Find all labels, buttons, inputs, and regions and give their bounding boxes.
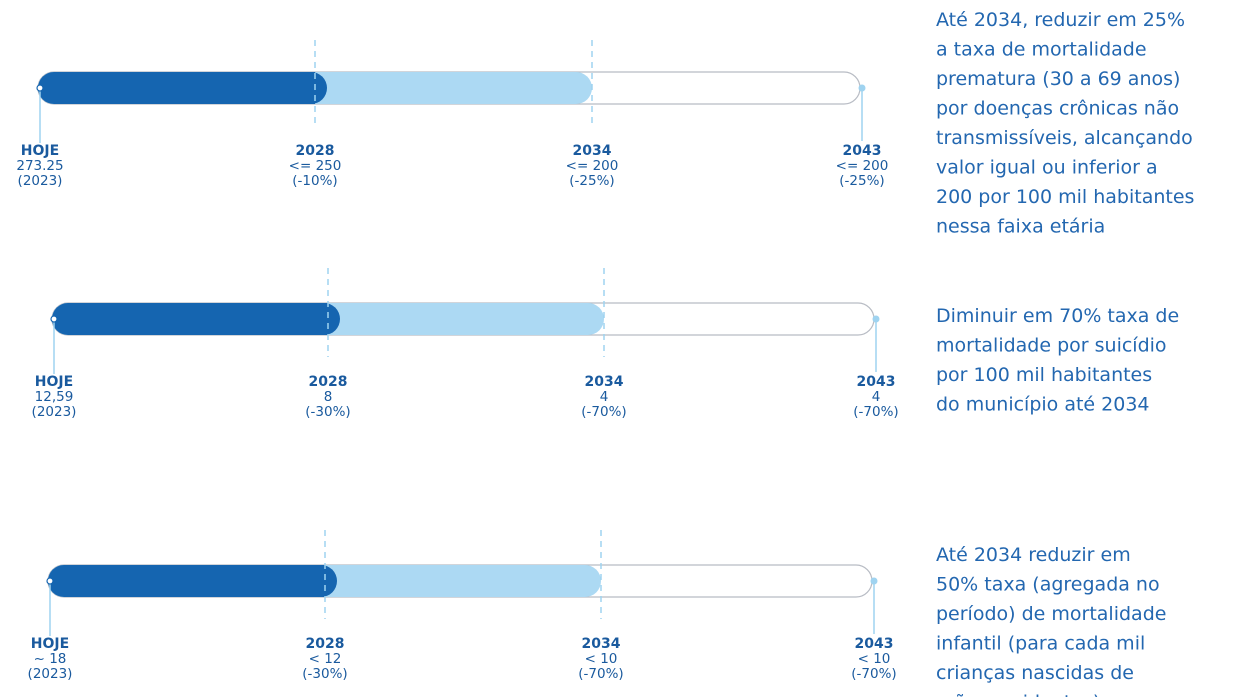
description-line: período) de mortalidade bbox=[936, 603, 1166, 625]
milestone-value: ~ 18 bbox=[34, 651, 67, 667]
description-line: nessa faixa etária bbox=[936, 216, 1105, 238]
milestone-value: 4 bbox=[872, 389, 881, 405]
milestone-note: (-30%) bbox=[305, 404, 350, 420]
milestone-value: 273.25 bbox=[16, 158, 63, 174]
milestone-value: <= 250 bbox=[289, 158, 342, 174]
milestone-label: 2028 bbox=[296, 143, 335, 159]
stem-dot bbox=[870, 577, 878, 585]
bar-dark-end bbox=[308, 303, 328, 335]
milestone-value: 8 bbox=[324, 389, 333, 405]
milestone-label: 2043 bbox=[855, 636, 894, 652]
milestone-label: 2034 bbox=[573, 143, 612, 159]
milestone-note: (2023) bbox=[32, 404, 77, 420]
milestone-label: 2034 bbox=[582, 636, 621, 652]
milestone-label: 2043 bbox=[843, 143, 882, 159]
milestone-label: 2043 bbox=[857, 374, 896, 390]
bar-dark bbox=[48, 565, 337, 597]
milestone-value: < 10 bbox=[858, 651, 891, 667]
stem-dot bbox=[872, 315, 880, 323]
description-line: por doenças crônicas não bbox=[936, 98, 1179, 120]
description-line: infantil (para cada mil bbox=[936, 633, 1145, 655]
milestone-note: (-70%) bbox=[578, 666, 623, 682]
milestone-value: <= 200 bbox=[836, 158, 889, 174]
milestone-label: 2034 bbox=[585, 374, 624, 390]
milestone-note: (-70%) bbox=[851, 666, 896, 682]
description-line: mães residentes) bbox=[936, 692, 1100, 697]
bar-dark bbox=[52, 303, 340, 335]
stem-dot bbox=[858, 84, 866, 92]
bar-dark-end bbox=[305, 565, 325, 597]
description-line: Diminuir em 70% taxa de bbox=[936, 305, 1179, 327]
milestone-note: (2023) bbox=[18, 173, 63, 189]
milestone-value: 4 bbox=[600, 389, 609, 405]
milestone-value: < 12 bbox=[309, 651, 342, 667]
stem-dot bbox=[36, 84, 44, 92]
milestone-note: (-70%) bbox=[581, 404, 626, 420]
milestone-label: 2028 bbox=[309, 374, 348, 390]
description-line: a taxa de mortalidade bbox=[936, 39, 1147, 61]
milestone-note: (2023) bbox=[28, 666, 73, 682]
milestone-label: HOJE bbox=[31, 636, 69, 652]
milestone-note: (-25%) bbox=[569, 173, 614, 189]
stem-dot bbox=[50, 315, 58, 323]
stem-dot bbox=[46, 577, 54, 585]
description-line: por 100 mil habitantes bbox=[936, 364, 1152, 386]
milestone-note: (-25%) bbox=[839, 173, 884, 189]
milestone-label: HOJE bbox=[21, 143, 59, 159]
milestone-note: (-70%) bbox=[853, 404, 898, 420]
bar-dark bbox=[38, 72, 327, 104]
description-line: do município até 2034 bbox=[936, 394, 1150, 416]
bar-dark-end bbox=[295, 72, 315, 104]
description-line: mortalidade por suicídio bbox=[936, 335, 1167, 357]
milestone-label: HOJE bbox=[35, 374, 73, 390]
description-line: 200 por 100 mil habitantes bbox=[936, 186, 1194, 208]
description-line: Até 2034, reduzir em 25% bbox=[936, 9, 1185, 31]
milestone-note: (-30%) bbox=[302, 666, 347, 682]
description-line: crianças nascidas de bbox=[936, 662, 1134, 684]
description-line: Até 2034 reduzir em bbox=[936, 544, 1131, 566]
milestone-value: <= 200 bbox=[566, 158, 619, 174]
milestone-label: 2028 bbox=[306, 636, 345, 652]
milestone-value: 12,59 bbox=[35, 389, 74, 405]
milestone-value: < 10 bbox=[585, 651, 618, 667]
description-line: 50% taxa (agregada no bbox=[936, 574, 1160, 596]
description-line: valor igual ou inferior a bbox=[936, 157, 1158, 179]
description-line: prematura (30 a 69 anos) bbox=[936, 68, 1180, 90]
milestone-note: (-10%) bbox=[292, 173, 337, 189]
description-line: transmissíveis, alcançando bbox=[936, 127, 1193, 149]
